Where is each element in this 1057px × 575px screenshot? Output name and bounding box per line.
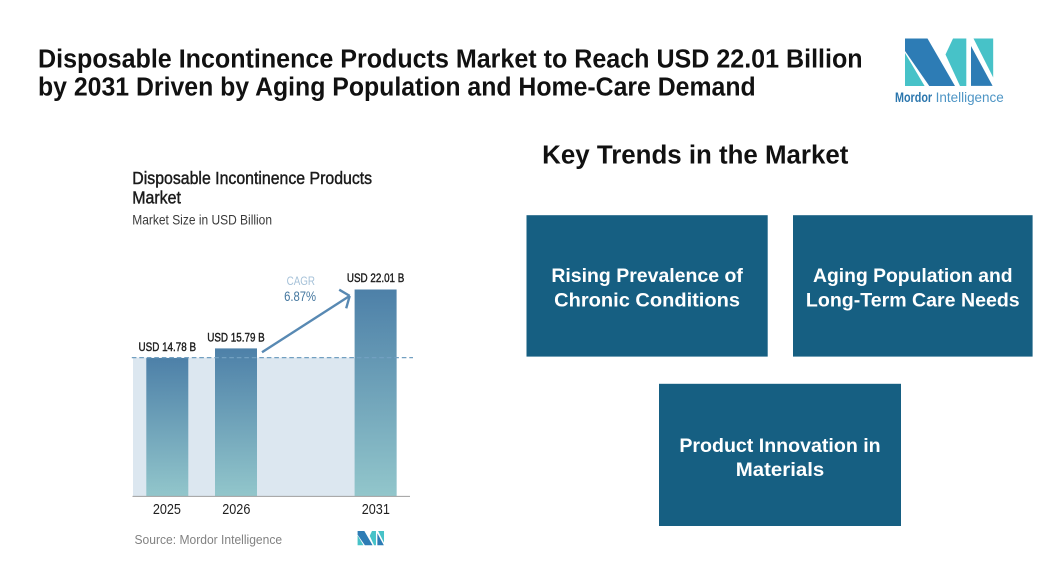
svg-text:Market: Market	[132, 188, 181, 208]
svg-text:USD 14.78 B: USD 14.78 B	[139, 340, 197, 354]
svg-text:2025: 2025	[153, 502, 181, 518]
svg-text:CAGR: CAGR	[287, 274, 316, 288]
svg-text:Disposable Incontinence Produc: Disposable Incontinence Products	[132, 168, 372, 188]
svg-text:2026: 2026	[222, 502, 250, 518]
svg-text:Mordor: Mordor	[895, 89, 933, 105]
svg-text:Aging Population and: Aging Population and	[813, 265, 1013, 287]
svg-text:Disposable Incontinence Produc: Disposable Incontinence Products Market …	[38, 45, 863, 73]
svg-text:Key Trends in the Market: Key Trends in the Market	[542, 141, 849, 169]
svg-text:Rising Prevalence of: Rising Prevalence of	[551, 265, 743, 287]
svg-text:Source: Mordor Intelligence: Source: Mordor Intelligence	[135, 532, 283, 547]
svg-text:by 2031 Driven by Aging Popula: by 2031 Driven by Aging Population and H…	[38, 74, 756, 102]
svg-text:Long-Term Care Needs: Long-Term Care Needs	[806, 289, 1020, 311]
svg-text:USD 22.01 B: USD 22.01 B	[347, 271, 405, 285]
svg-text:Product Innovation in: Product Innovation in	[679, 435, 880, 457]
svg-text:Materials: Materials	[736, 459, 825, 481]
svg-text:Market Size in USD Billion: Market Size in USD Billion	[132, 213, 272, 228]
svg-text:USD 15.79 B: USD 15.79 B	[207, 330, 265, 344]
svg-text:Chronic Conditions: Chronic Conditions	[554, 289, 740, 311]
svg-text:6.87%: 6.87%	[284, 289, 316, 305]
svg-text:2031: 2031	[362, 502, 390, 518]
svg-text:Intelligence: Intelligence	[936, 89, 1004, 105]
